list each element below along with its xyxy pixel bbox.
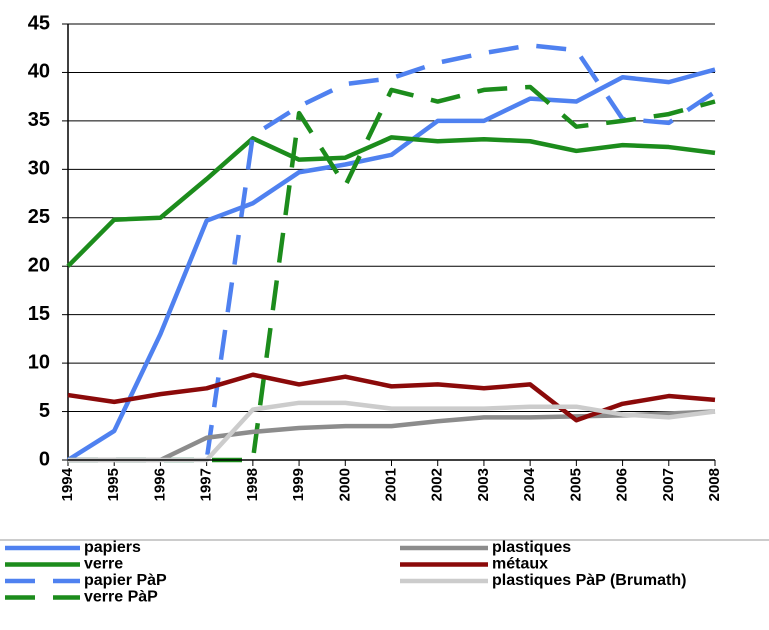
y-tick-label: 15 bbox=[28, 303, 50, 325]
series-line bbox=[66, 135, 716, 268]
y-tick-label: 30 bbox=[28, 158, 50, 180]
y-tick-label: 25 bbox=[28, 206, 50, 228]
x-tick-label: 2007 bbox=[660, 468, 677, 501]
y-tick-label: 40 bbox=[28, 61, 50, 83]
legend-label: papier PàP bbox=[84, 572, 167, 589]
legend-label: papiers bbox=[84, 539, 141, 556]
x-tick-label: 1999 bbox=[290, 468, 307, 501]
x-tick-label: 2005 bbox=[567, 468, 584, 501]
series-line bbox=[66, 67, 716, 462]
series-line bbox=[68, 43, 717, 463]
series-line bbox=[67, 372, 716, 423]
x-tick-label: 1995 bbox=[105, 468, 122, 501]
legend-label: plastiques bbox=[492, 539, 571, 556]
legend-label: verre bbox=[84, 556, 123, 573]
y-tick-label: 35 bbox=[28, 109, 50, 131]
y-tick-label: 5 bbox=[39, 400, 50, 422]
series-line bbox=[68, 409, 716, 463]
x-tick-label: 2001 bbox=[382, 468, 399, 501]
x-tick-label: 2008 bbox=[706, 468, 723, 501]
x-tick-label: 2002 bbox=[429, 468, 446, 501]
x-tick-label: 2006 bbox=[614, 468, 631, 501]
x-tick-label: 1997 bbox=[198, 468, 215, 501]
x-tick-label: 2003 bbox=[475, 468, 492, 501]
x-tick-label: 2000 bbox=[336, 468, 353, 501]
y-tick-label: 45 bbox=[28, 12, 50, 34]
legend-label: métaux bbox=[492, 556, 548, 573]
y-tick-label: 20 bbox=[28, 255, 50, 277]
y-tick-label: 10 bbox=[28, 351, 50, 373]
x-tick-label: 1994 bbox=[59, 467, 76, 501]
x-tick-label: 1996 bbox=[151, 468, 168, 501]
y-tick-label: 0 bbox=[39, 448, 50, 470]
legend-label: plastiques PàP (Brumath) bbox=[492, 572, 686, 589]
x-tick-label: 2004 bbox=[521, 467, 538, 501]
legend-label: verre PàP bbox=[84, 589, 158, 606]
x-tick-label: 1998 bbox=[244, 468, 261, 501]
